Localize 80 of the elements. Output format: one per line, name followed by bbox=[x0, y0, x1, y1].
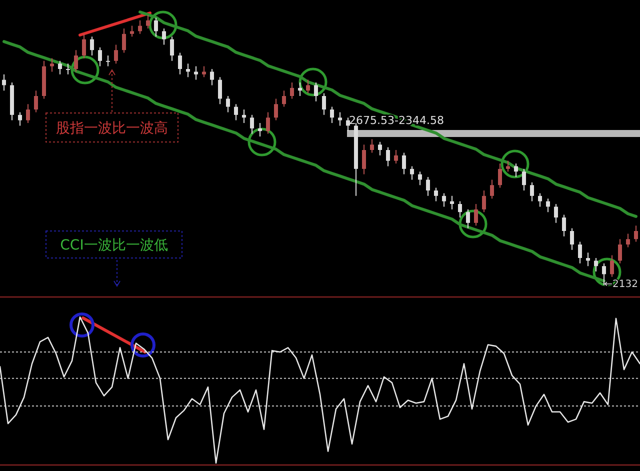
candlestick bbox=[618, 238, 622, 264]
candlestick bbox=[362, 144, 366, 175]
candlestick bbox=[594, 258, 598, 272]
annotation: ←2132 bbox=[604, 279, 638, 290]
candlestick bbox=[226, 96, 230, 113]
candlestick bbox=[210, 68, 214, 86]
candlestick bbox=[106, 55, 110, 67]
candlestick bbox=[554, 204, 558, 224]
candlestick bbox=[170, 36, 174, 62]
candlestick bbox=[330, 106, 334, 124]
candlestick bbox=[58, 60, 62, 75]
candlestick bbox=[50, 58, 54, 72]
candlestick bbox=[482, 190, 486, 213]
candlestick bbox=[394, 150, 398, 164]
candlestick bbox=[74, 50, 78, 72]
candlestick bbox=[258, 122, 262, 137]
candlestick bbox=[378, 141, 382, 156]
candlestick bbox=[194, 66, 198, 80]
candlestick bbox=[66, 63, 70, 75]
candlestick bbox=[506, 160, 510, 172]
candlestick bbox=[402, 152, 406, 175]
candlestick bbox=[18, 112, 22, 126]
candlestick bbox=[434, 187, 438, 202]
candlestick bbox=[306, 79, 310, 94]
candlestick bbox=[90, 36, 94, 56]
candlestick bbox=[202, 66, 206, 78]
candlestick bbox=[290, 82, 294, 100]
candlestick bbox=[530, 182, 534, 202]
candlestick bbox=[562, 214, 566, 237]
candlestick bbox=[346, 117, 350, 132]
candlestick bbox=[626, 233, 630, 248]
candlestick bbox=[218, 76, 222, 105]
candlestick bbox=[410, 166, 414, 180]
candlestick bbox=[242, 109, 246, 124]
candlestick bbox=[322, 92, 326, 116]
candlestick bbox=[298, 82, 302, 96]
candlestick bbox=[98, 46, 102, 67]
candlestick bbox=[458, 200, 462, 218]
candlestick bbox=[442, 192, 446, 208]
candlestick bbox=[522, 168, 526, 191]
candlestick bbox=[130, 25, 134, 38]
candlestick bbox=[178, 52, 182, 75]
candlestick bbox=[466, 208, 470, 229]
candlestick bbox=[282, 90, 286, 108]
annotation: CCI一波比一波低 bbox=[60, 238, 168, 254]
candlestick bbox=[498, 163, 502, 188]
candlestick bbox=[82, 33, 86, 59]
candlestick bbox=[122, 28, 126, 54]
candlestick bbox=[154, 17, 158, 38]
candlestick bbox=[450, 195, 454, 210]
candlestick bbox=[34, 90, 38, 113]
candlestick bbox=[586, 252, 590, 267]
candlestick bbox=[146, 14, 150, 29]
candlestick bbox=[538, 192, 542, 208]
candlestick bbox=[370, 138, 374, 154]
candlestick bbox=[266, 112, 270, 134]
candlestick bbox=[474, 204, 478, 226]
candlestick bbox=[250, 114, 254, 134]
candlestick bbox=[2, 74, 6, 92]
candlestick bbox=[138, 20, 142, 34]
annotation: 股指一波比一波高 bbox=[56, 120, 168, 136]
candlestick bbox=[314, 82, 318, 102]
candlestick bbox=[610, 254, 614, 278]
candlestick bbox=[546, 198, 550, 213]
candlestick bbox=[26, 104, 30, 124]
candlestick bbox=[234, 104, 238, 121]
candlestick bbox=[514, 163, 518, 178]
candlestick bbox=[602, 262, 606, 286]
candlestick bbox=[418, 171, 422, 186]
candlestick bbox=[490, 179, 494, 200]
candlestick bbox=[578, 241, 582, 264]
candlestick bbox=[570, 228, 574, 250]
candlestick bbox=[274, 98, 278, 121]
candlestick bbox=[338, 112, 342, 126]
candlestick bbox=[386, 146, 390, 167]
candlestick bbox=[634, 225, 638, 242]
candlestick bbox=[426, 176, 430, 196]
candlestick bbox=[162, 28, 166, 46]
candlestick bbox=[186, 63, 190, 78]
candlestick bbox=[114, 44, 118, 64]
